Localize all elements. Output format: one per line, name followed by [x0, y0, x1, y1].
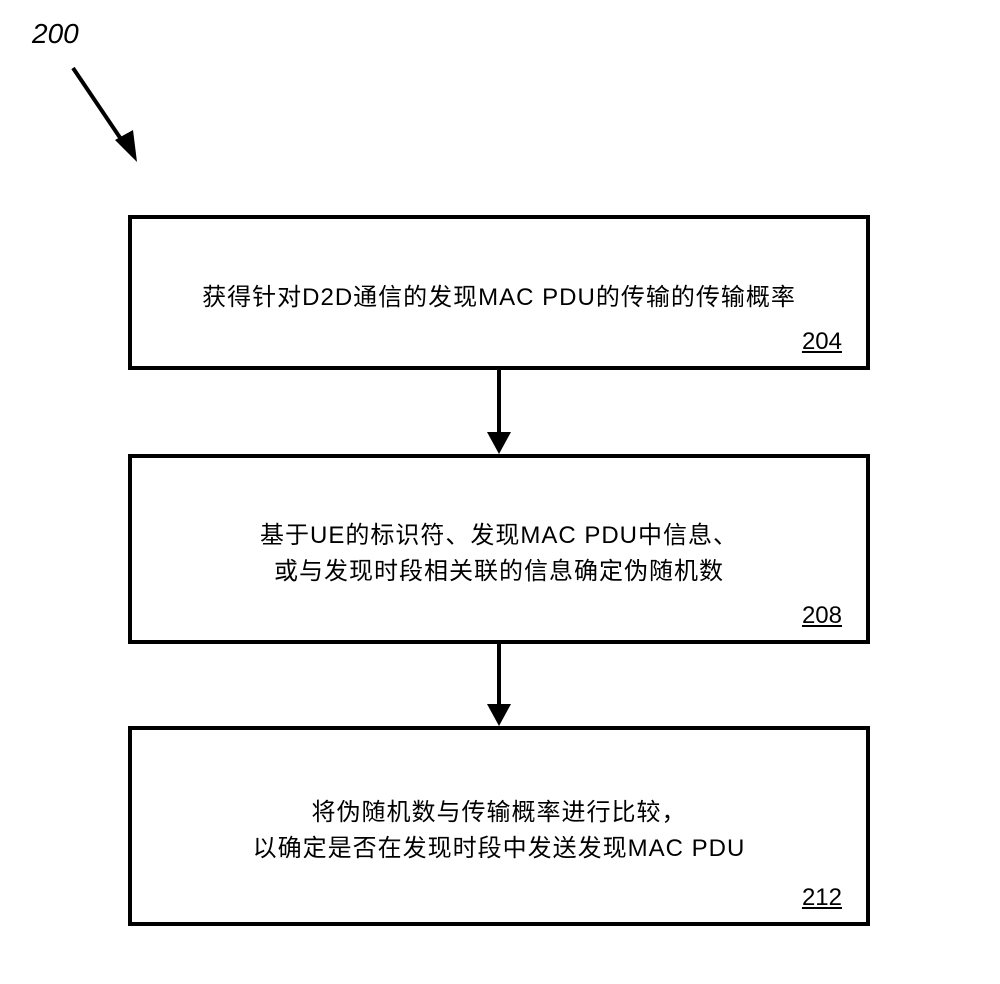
connector-arrow-2: [128, 644, 870, 726]
box2-number: 208: [802, 602, 842, 630]
process-box-1: 获得针对D2D通信的发现MAC PDU的传输的传输概率 204: [128, 215, 870, 370]
box3-line2: 以确定是否在发现时段中发送发现MAC PDU: [253, 831, 746, 867]
box3-number: 212: [802, 884, 842, 912]
figure-label: 200: [32, 18, 79, 50]
box2-line2: 或与发现时段相关联的信息确定伪随机数: [260, 554, 738, 590]
box2-text: 基于UE的标识符、发现MAC PDU中信息、 或与发现时段相关联的信息确定伪随机…: [260, 518, 738, 590]
process-box-3: 将伪随机数与传输概率进行比较， 以确定是否在发现时段中发送发现MAC PDU 2…: [128, 726, 870, 926]
pointer-arrow-clean: [55, 60, 155, 180]
box1-number: 204: [802, 328, 842, 356]
box3-text: 将伪随机数与传输概率进行比较， 以确定是否在发现时段中发送发现MAC PDU: [253, 795, 746, 867]
flowchart: 获得针对D2D通信的发现MAC PDU的传输的传输概率 204 基于UE的标识符…: [128, 215, 870, 926]
box2-line1: 基于UE的标识符、发现MAC PDU中信息、: [260, 518, 738, 554]
box1-text: 获得针对D2D通信的发现MAC PDU的传输的传输概率: [202, 280, 796, 316]
connector-arrow-1: [128, 370, 870, 454]
box3-line1: 将伪随机数与传输概率进行比较，: [253, 795, 746, 831]
process-box-2: 基于UE的标识符、发现MAC PDU中信息、 或与发现时段相关联的信息确定伪随机…: [128, 454, 870, 644]
